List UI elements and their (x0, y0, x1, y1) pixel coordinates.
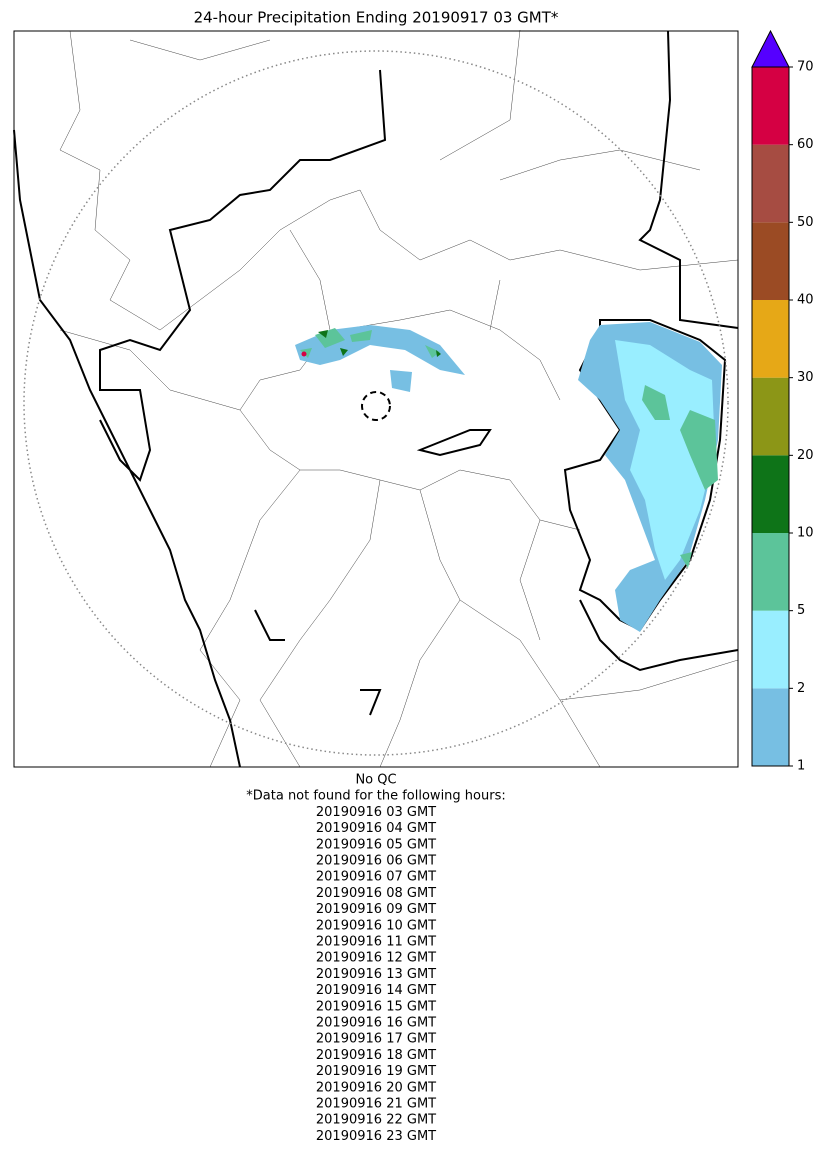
qc-note: No QC (355, 773, 396, 788)
colorbar-bin (752, 610, 789, 689)
map-title: 24-hour Precipitation Ending 20190917 03… (194, 9, 559, 27)
colorbar-tick-label: 2 (797, 681, 805, 696)
missing-hour: 20190916 12 GMT (316, 951, 436, 966)
colorbar-bin (752, 300, 789, 378)
missing-hour: 20190916 09 GMT (316, 902, 436, 917)
missing-hour: 20190916 19 GMT (316, 1064, 436, 1079)
colorbar-bin (752, 222, 789, 300)
missing-hour: 20190916 20 GMT (316, 1080, 436, 1095)
colorbar-tick-label: 5 (797, 603, 805, 618)
missing-hour: 20190916 21 GMT (316, 1097, 436, 1112)
missing-hour: 20190916 03 GMT (316, 805, 436, 820)
map (13, 29, 739, 768)
colorbar-bin (752, 67, 789, 145)
missing-hour: 20190916 10 GMT (316, 918, 436, 933)
precipitation (295, 322, 722, 632)
missing-hour: 20190916 15 GMT (316, 999, 436, 1014)
missing-hour: 20190916 23 GMT (316, 1129, 436, 1144)
missing-hour: 20190916 16 GMT (316, 1016, 436, 1031)
missing-hour: 20190916 11 GMT (316, 935, 436, 950)
colorbar-tick-label: 60 (797, 137, 814, 152)
colorbar-bin (752, 144, 789, 223)
colorbar-bin (752, 533, 789, 611)
precip-area (300, 328, 440, 358)
colorbar-tick-label: 10 (797, 526, 814, 541)
colorbar-extend (751, 29, 790, 68)
missing-hour: 20190916 14 GMT (316, 983, 436, 998)
missing-hour: 20190916 22 GMT (316, 1113, 436, 1128)
colorbar-bin (752, 455, 789, 533)
missing-hour: 20190916 08 GMT (316, 886, 436, 901)
missing-hour: 20190916 06 GMT (316, 854, 436, 869)
colorbar-tick-label: 30 (797, 370, 814, 385)
radar-site (361, 391, 391, 421)
precip-area (642, 385, 718, 568)
missing-hour: 20190916 04 GMT (316, 821, 436, 836)
colorbar-tick-label: 70 (797, 60, 814, 75)
missing-hour: 20190916 05 GMT (316, 837, 436, 852)
colorbar-tick-label: 40 (797, 293, 814, 308)
map-frame (13, 30, 739, 768)
colorbar-frame (751, 66, 790, 767)
colorbar-tick-label: 50 (797, 215, 814, 230)
missing-hour: 20190916 07 GMT (316, 870, 436, 885)
missing-hour: 20190916 18 GMT (316, 1048, 436, 1063)
colorbar-tick-label: 1 (797, 759, 805, 774)
colorbar-bin (752, 688, 789, 766)
radar-range-ring (23, 50, 729, 756)
colorbar-tick-label: 20 (797, 448, 814, 463)
precip-area (301, 351, 307, 357)
footnotes: No QC*Data not found for the following h… (246, 773, 505, 1144)
district-lines (59, 29, 739, 768)
missing-hour: 20190916 13 GMT (316, 967, 436, 982)
precip-area (615, 340, 715, 580)
state-borders (13, 30, 739, 768)
colorbar: 1 2 5 10 20 30 40 50 60 70 (751, 29, 814, 774)
missing-heading: *Data not found for the following hours: (246, 789, 505, 804)
missing-hour: 20190916 17 GMT (316, 1032, 436, 1047)
colorbar-bin (752, 377, 789, 456)
